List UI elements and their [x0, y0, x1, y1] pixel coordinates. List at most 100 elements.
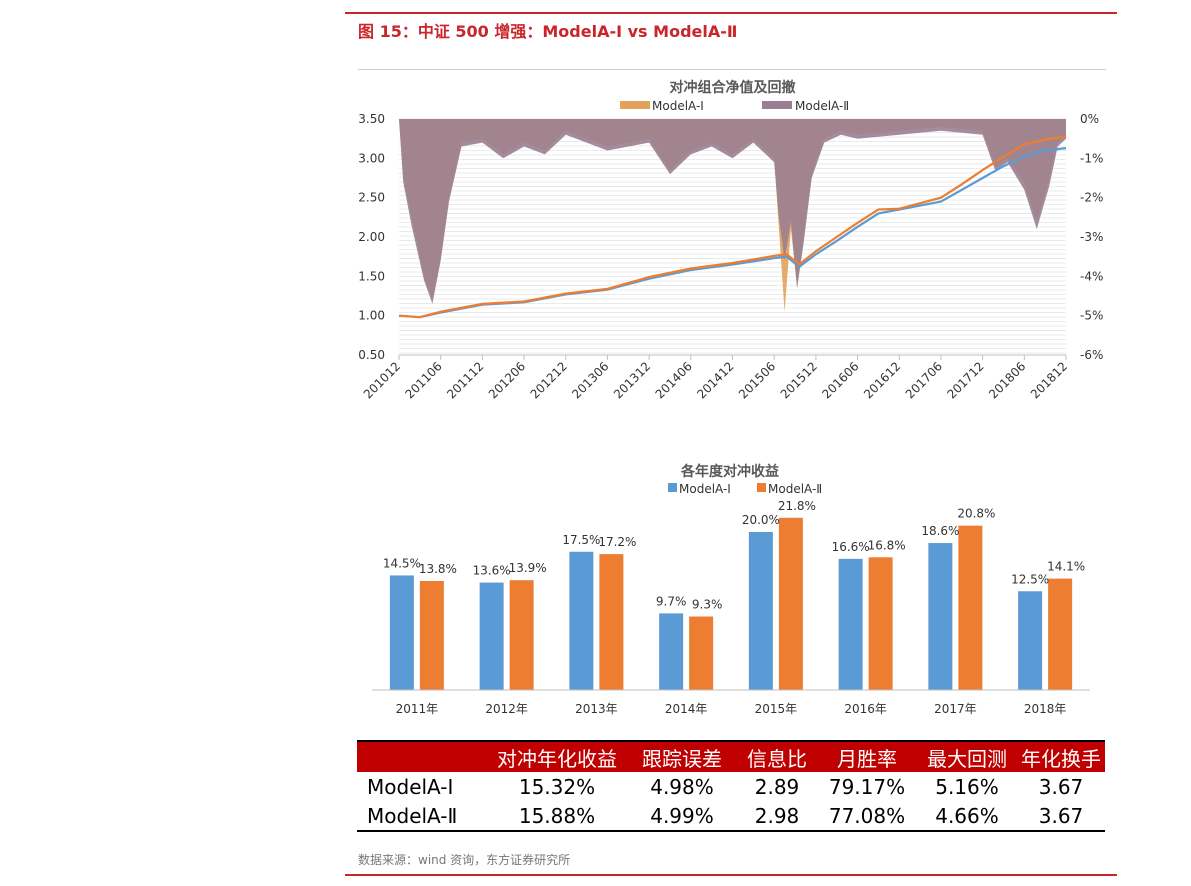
table-header-cell: 年化换手	[1021, 746, 1101, 771]
bar-model1	[569, 551, 594, 690]
x-tick-label: 201506	[736, 359, 778, 401]
stats-table: 对冲年化收益 跟踪误差 信息比 月胜率 最大回测 年化换手 ModelA-Ⅰ 1…	[357, 740, 1105, 832]
x-tick-label: 201712	[944, 359, 986, 401]
x-tick-label: 201306	[569, 359, 611, 401]
x-tick-label: 201806	[986, 359, 1028, 401]
table-cell: 2.89	[754, 774, 800, 799]
table-header-cell: 信息比	[747, 746, 807, 771]
table-cell: 4.99%	[650, 803, 714, 828]
data-label-model1: 12.5%	[1011, 572, 1049, 586]
chart2-title: 各年度对冲收益	[680, 463, 779, 480]
table-cell: 15.88%	[518, 803, 596, 828]
bar-model2	[599, 554, 624, 690]
y2-tick-label: 0%	[1080, 112, 1099, 126]
x-tick-label: 201606	[819, 359, 861, 401]
x-category-label: 2016年	[844, 702, 887, 716]
annual-return-bar-chart: 各年度对冲收益 ModelA-Ⅰ ModelA-Ⅱ 14.5%13.8% 2011年 13…	[372, 463, 1090, 716]
table-cell: 4.66%	[935, 803, 999, 828]
legend-swatch-model1	[620, 101, 650, 109]
bar-model2	[778, 517, 803, 690]
x-tick-label: 201706	[903, 359, 945, 401]
x-tick-label: 201106	[403, 359, 445, 401]
table-header-cell: 对冲年化收益	[497, 746, 617, 771]
data-label-model2: 17.2%	[598, 535, 636, 549]
legend-label-model1: ModelA-Ⅰ	[679, 482, 731, 496]
table-row: ModelA-Ⅰ 15.32% 4.98% 2.89 79.17% 5.16% …	[357, 772, 1105, 801]
drawdown-area-model2	[399, 119, 1066, 304]
source-note: 数据来源：wind 资询，东方证券研究所	[358, 853, 571, 867]
y-tick-label: 0.50	[358, 348, 385, 362]
nav-line-model1	[398, 147, 1067, 319]
chart1-title: 对冲组合净值及回撤	[670, 79, 796, 96]
y2-tick-label: -6%	[1080, 348, 1103, 362]
bar-model1	[748, 532, 773, 690]
data-label-model1: 13.6%	[473, 564, 511, 578]
bottom-rule	[345, 874, 1117, 876]
x-tick-label: 201512	[778, 359, 820, 401]
data-label-model2: 13.9%	[509, 561, 547, 575]
data-label-model1: 17.5%	[562, 533, 600, 547]
y-tick-label: 2.50	[358, 191, 385, 205]
table-cell: ModelA-Ⅱ	[367, 803, 458, 828]
top-rule	[345, 12, 1117, 14]
x-category-label: 2013年	[575, 702, 618, 716]
y-tick-label: 3.00	[358, 151, 385, 165]
table-cell: 3.67	[1038, 774, 1084, 799]
data-label-model2: 14.1%	[1047, 560, 1085, 574]
x-tick-label: 201406	[653, 359, 695, 401]
legend-label-model2: ModelA-Ⅱ	[795, 99, 849, 113]
data-label-model2: 13.8%	[419, 562, 457, 576]
legend-label-model1: ModelA-Ⅰ	[652, 99, 704, 113]
y-tick-label: 1.50	[358, 269, 385, 283]
x-category-label: 2012年	[485, 702, 528, 716]
y-tick-label: 3.50	[358, 112, 385, 126]
x-tick-label: 201412	[694, 359, 736, 401]
data-label-model1: 20.0%	[742, 513, 780, 527]
bar-model1	[389, 575, 414, 690]
table-header-cell: 月胜率	[837, 746, 897, 771]
table-row: ModelA-Ⅱ 15.88% 4.99% 2.98 77.08% 4.66% …	[357, 801, 1105, 830]
x-category-label: 2011年	[396, 702, 439, 716]
data-label-model2: 20.8%	[957, 507, 995, 521]
y2-tick-label: -3%	[1080, 230, 1103, 244]
x-tick-label: 201612	[861, 359, 903, 401]
table-cell: 77.08%	[828, 803, 906, 828]
legend-swatch-model2	[757, 483, 766, 492]
x-category-label: 2017年	[934, 702, 977, 716]
x-category-label: 2015年	[755, 702, 798, 716]
table-cell: 4.98%	[650, 774, 714, 799]
bar-model2	[689, 616, 714, 690]
bar-model2	[419, 580, 444, 690]
legend-swatch-model2	[762, 101, 792, 109]
table-cell: 79.17%	[828, 774, 906, 799]
bar-model1	[928, 543, 953, 690]
data-label-model1: 16.6%	[832, 540, 870, 554]
bar-model1	[1018, 591, 1043, 690]
y-tick-label: 2.00	[358, 230, 385, 244]
bar-model1	[479, 582, 504, 690]
data-label-model2: 16.8%	[868, 538, 906, 552]
bar-model2	[509, 580, 534, 690]
bar-model1	[838, 558, 863, 690]
table-cell: 2.98	[754, 803, 800, 828]
x-tick-label: 201012	[361, 359, 403, 401]
table-cell: 15.32%	[518, 774, 596, 799]
legend-label-model2: ModelA-Ⅱ	[768, 482, 822, 496]
data-label-model2: 21.8%	[778, 499, 816, 513]
separator-line	[358, 69, 1106, 70]
data-label-model1: 14.5%	[383, 556, 421, 570]
x-category-label: 2014年	[665, 702, 708, 716]
data-label-model2: 9.3%	[692, 598, 723, 612]
y2-tick-label: -2%	[1080, 191, 1103, 205]
bar-model2	[868, 557, 893, 690]
x-tick-label: 201212	[528, 359, 570, 401]
nav-line-model2	[398, 135, 1067, 319]
nav-drawdown-chart: 对冲组合净值及回撤 ModelA-Ⅰ ModelA-Ⅱ 3.50 3.00 2.50 2.0…	[358, 79, 1103, 402]
figure-title: 图 15：中证 500 增强：ModelA-Ⅰ vs ModelA-Ⅱ	[358, 22, 738, 41]
y2-tick-label: -5%	[1080, 309, 1103, 323]
x-category-label: 2018年	[1024, 702, 1067, 716]
x-tick-label: 201206	[486, 359, 528, 401]
y2-tick-label: -1%	[1080, 151, 1103, 165]
x-tick-label: 201312	[611, 359, 653, 401]
table-cell: 5.16%	[935, 774, 999, 799]
